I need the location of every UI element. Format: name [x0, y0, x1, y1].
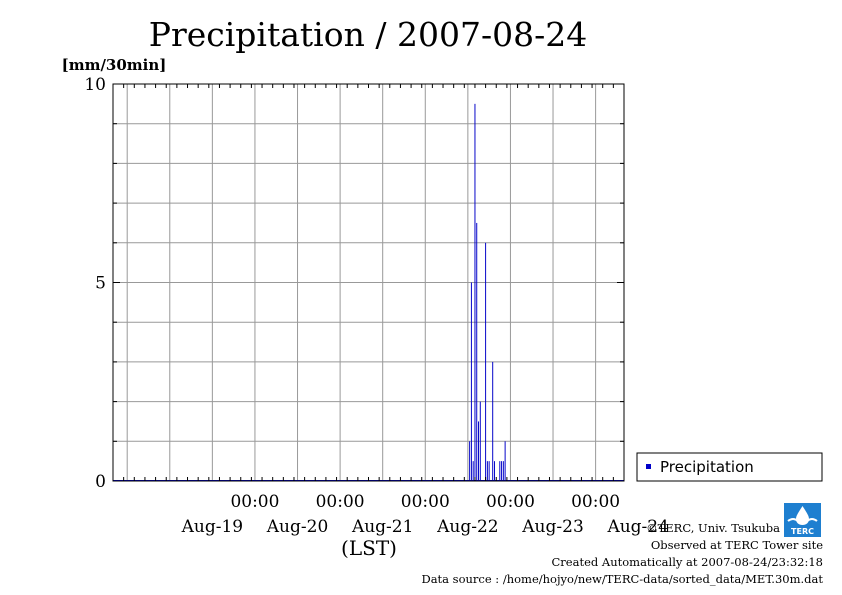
x-tick-time-label: 00:00 [486, 492, 535, 512]
precipitation-bar [488, 461, 490, 481]
precipitation-bar [486, 461, 488, 481]
y-unit-label: [mm/30min] [62, 56, 167, 74]
chart-title: Precipitation / 2007-08-24 [149, 15, 587, 54]
precipitation-bar [499, 461, 501, 481]
precipitation-series [113, 103, 624, 481]
x-axis-label: (LST) [341, 536, 397, 560]
created-text: Created Automatically at 2007-08-24/23:3… [552, 555, 824, 569]
precipitation-bar [470, 282, 472, 481]
observed-text: Observed at TERC Tower site [651, 538, 823, 552]
x-tick-time-label: 00:00 [401, 492, 450, 512]
x-tick-date-label: Aug-19 [181, 517, 243, 537]
precipitation-bar [502, 461, 504, 481]
x-tick-time-label: 00:00 [230, 492, 279, 512]
x-tick-date-label: Aug-20 [266, 517, 328, 537]
x-tick-date-label: Aug-21 [351, 517, 413, 537]
source-text: Data source : /home/hojyo/new/TERC-data/… [421, 572, 823, 586]
logo-text: TERC [791, 527, 814, 536]
precipitation-bar [472, 461, 474, 481]
x-tick-time-label: 00:00 [571, 492, 620, 512]
terc-logo-icon: TERC [784, 503, 821, 537]
y-tick-label: 10 [84, 75, 106, 95]
axis-ticks [112, 83, 625, 482]
precipitation-bar [479, 401, 481, 481]
precipitation-bar [493, 461, 495, 481]
legend-swatch [646, 464, 651, 469]
x-tick-time-label: 00:00 [316, 492, 365, 512]
x-tick-date-label: Aug-24 [606, 517, 668, 537]
precipitation-bar [469, 441, 471, 481]
x-tick-date-label: Aug-23 [521, 517, 583, 537]
legend-label: Precipitation [660, 458, 754, 476]
grid-lines [113, 84, 624, 481]
legend: Precipitation [636, 452, 823, 482]
precipitation-bar [501, 461, 503, 481]
precipitation-bar [474, 103, 476, 481]
y-tick-label: 0 [95, 472, 106, 492]
y-tick-label: 5 [95, 274, 106, 294]
legend-box [636, 452, 823, 482]
footer-credits: ©TERC, Univ. Tsukuba Observed at TERC To… [421, 521, 823, 586]
precipitation-bar [476, 222, 478, 481]
precipitation-bar [478, 421, 479, 481]
precipitation-bar [492, 361, 494, 481]
precipitation-bar [485, 242, 487, 481]
x-tick-date-label: Aug-22 [436, 517, 498, 537]
axis-tick-labels: 0 5 10 00:00 Aug-19 00:00 Aug-20 00:00 Aug-21 00:… [84, 75, 669, 537]
precipitation-bar [504, 441, 506, 481]
copyright-text: ©TERC, Univ. Tsukuba [646, 521, 780, 535]
